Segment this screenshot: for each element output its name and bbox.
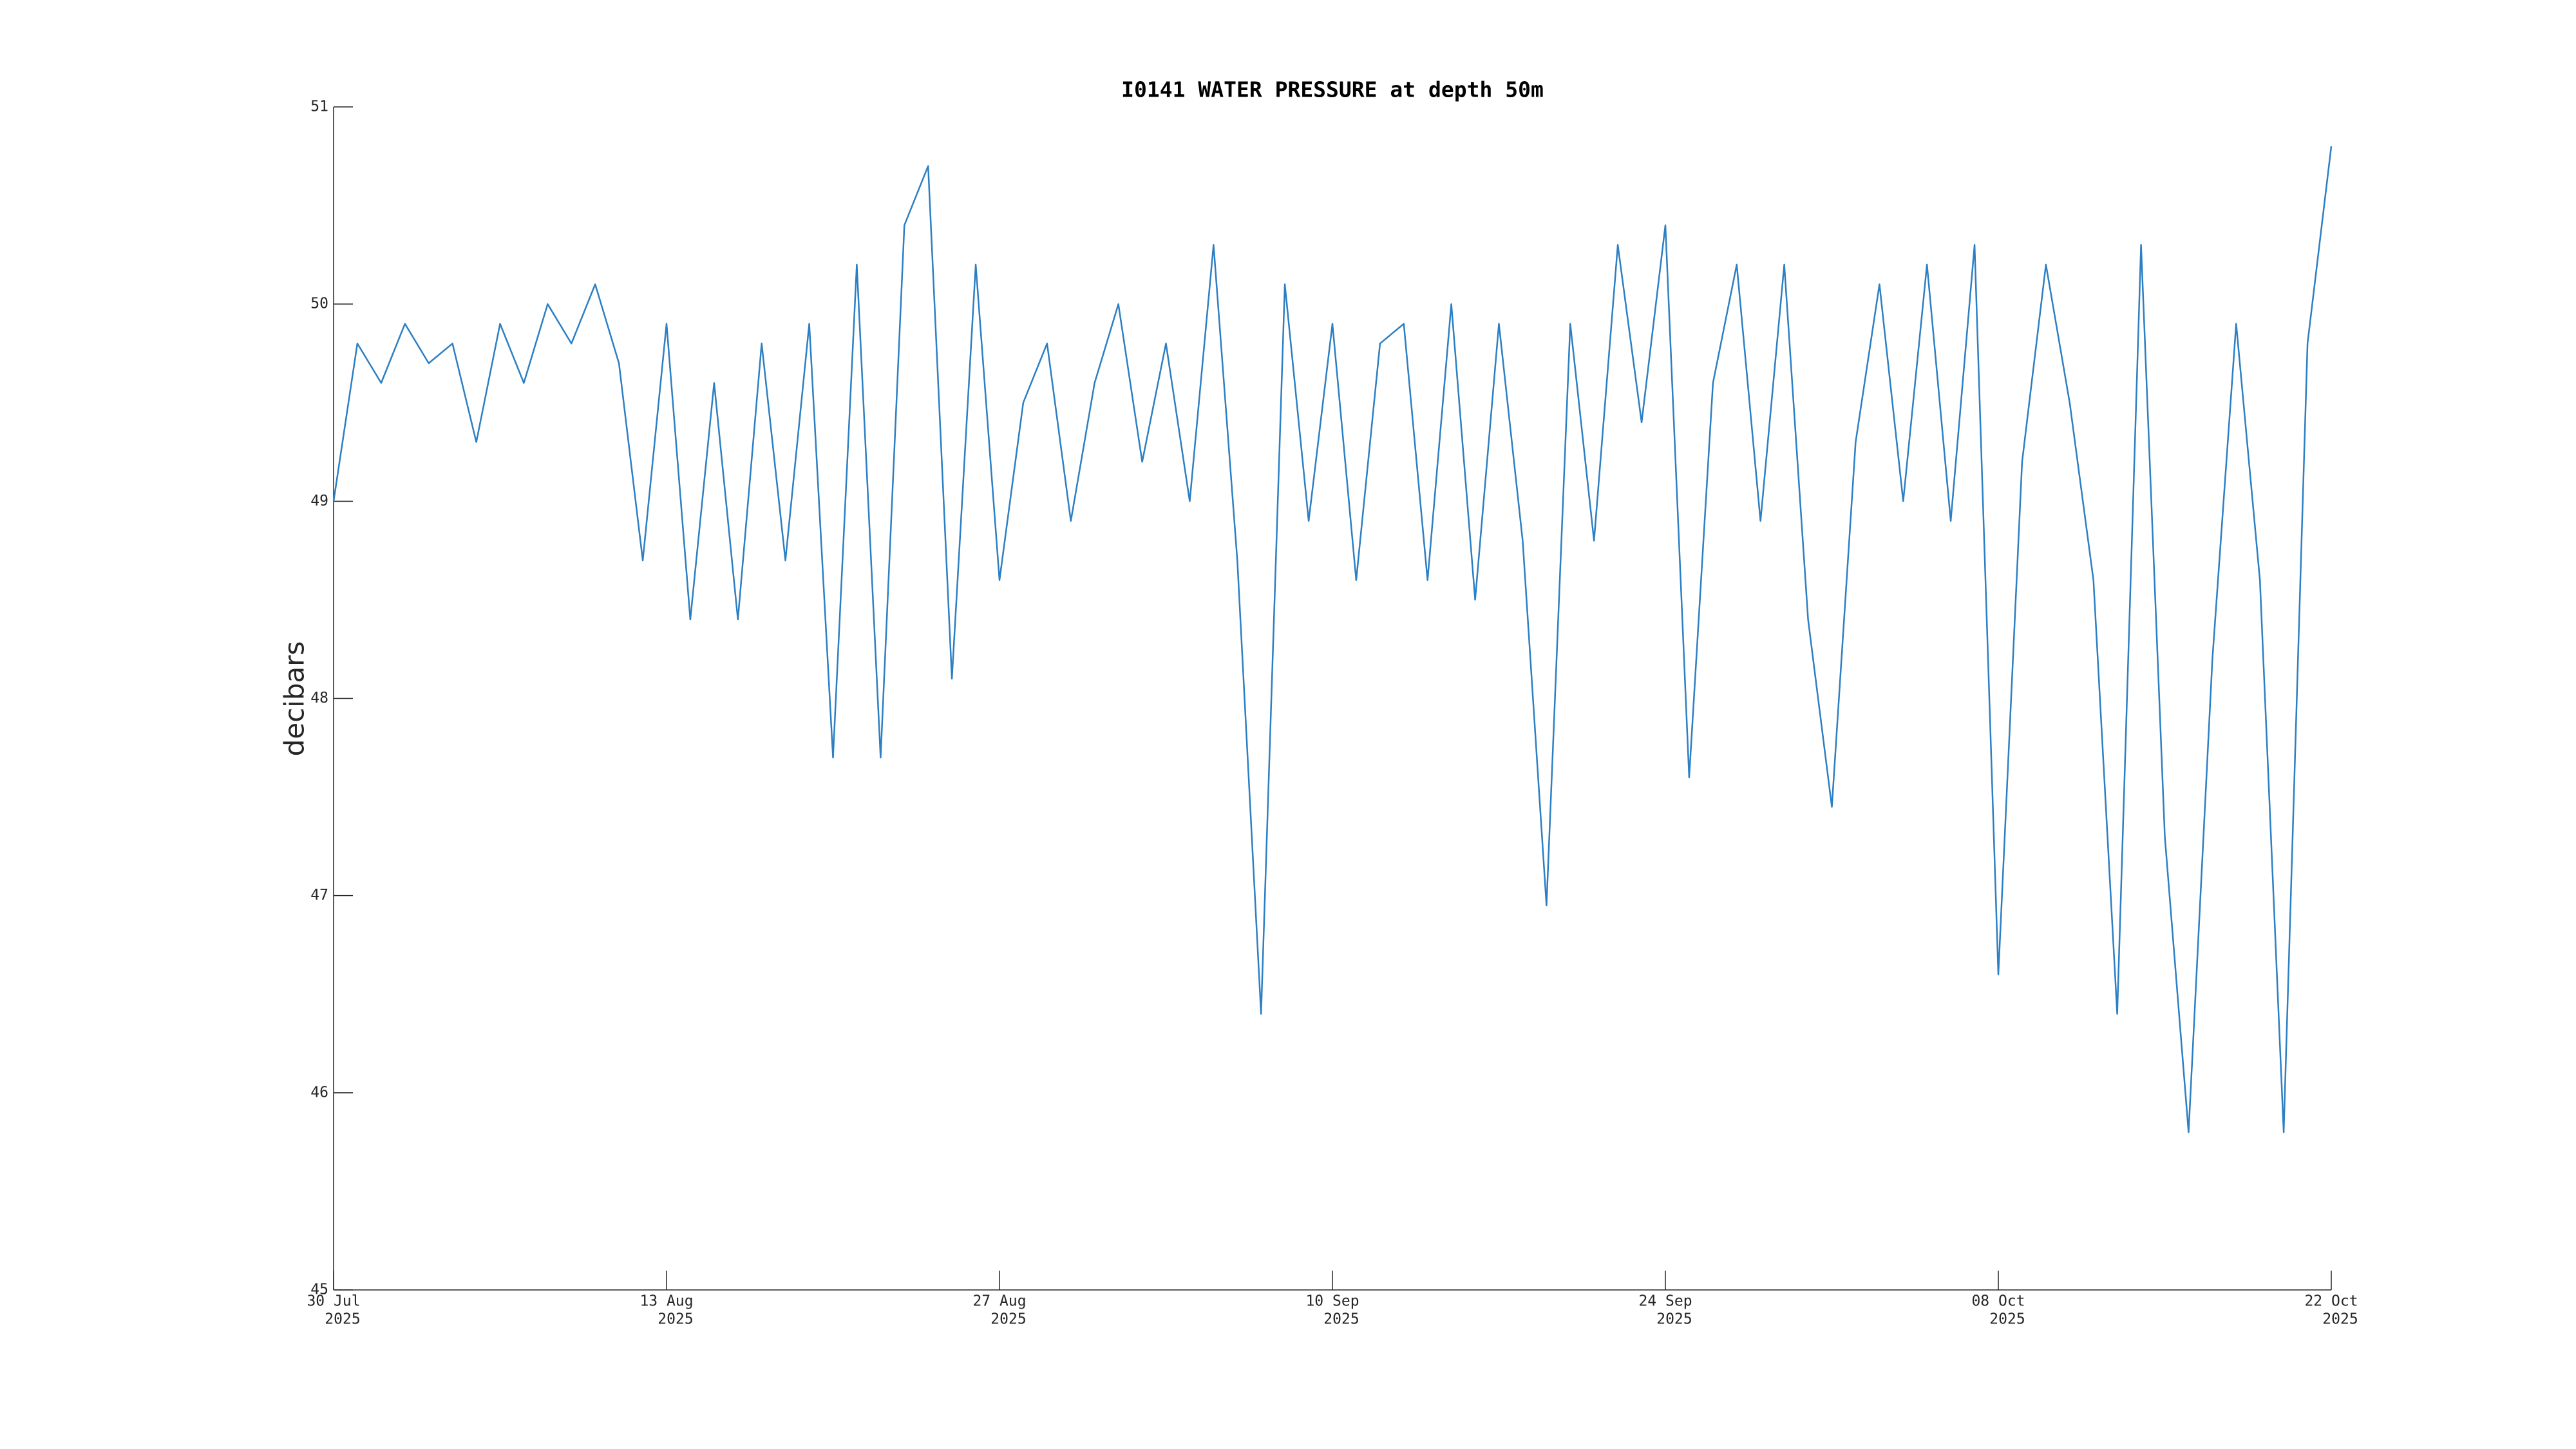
x-tick-label: 2025	[1989, 1311, 2025, 1328]
x-tick-label: 2025	[1656, 1311, 1692, 1328]
x-tick-label: 13 Aug	[639, 1293, 693, 1310]
data-line	[332, 146, 2333, 1133]
x-tick-label: 2025	[990, 1311, 1026, 1328]
x-tick-label: 2025	[2322, 1311, 2358, 1328]
y-tick-label: 50	[310, 296, 328, 312]
x-tick-label: 2025	[1323, 1311, 1359, 1328]
x-tick-label: 27 Aug	[972, 1293, 1026, 1310]
y-tick-label: 48	[310, 690, 328, 706]
x-tick-label: 24 Sep	[1638, 1293, 1692, 1310]
x-tick-label: 2025	[325, 1311, 360, 1328]
y-tick-label: 51	[310, 99, 328, 115]
x-tick-label: 08 Oct	[1971, 1293, 2025, 1310]
y-tick-label: 49	[310, 493, 328, 509]
x-tick-label: 10 Sep	[1305, 1293, 1359, 1310]
y-tick-label: 46	[310, 1084, 328, 1101]
x-tick-label: 30 Jul	[307, 1293, 360, 1310]
x-tick-label: 22 Oct	[2304, 1293, 2358, 1310]
y-tick-label: 45	[310, 1282, 328, 1298]
y-axis-label: decibars	[279, 641, 310, 757]
chart-title: I0141 WATER PRESSURE at depth 50m	[1121, 77, 1544, 102]
y-tick-label: 47	[310, 887, 328, 904]
x-tick-label: 2025	[658, 1311, 693, 1328]
